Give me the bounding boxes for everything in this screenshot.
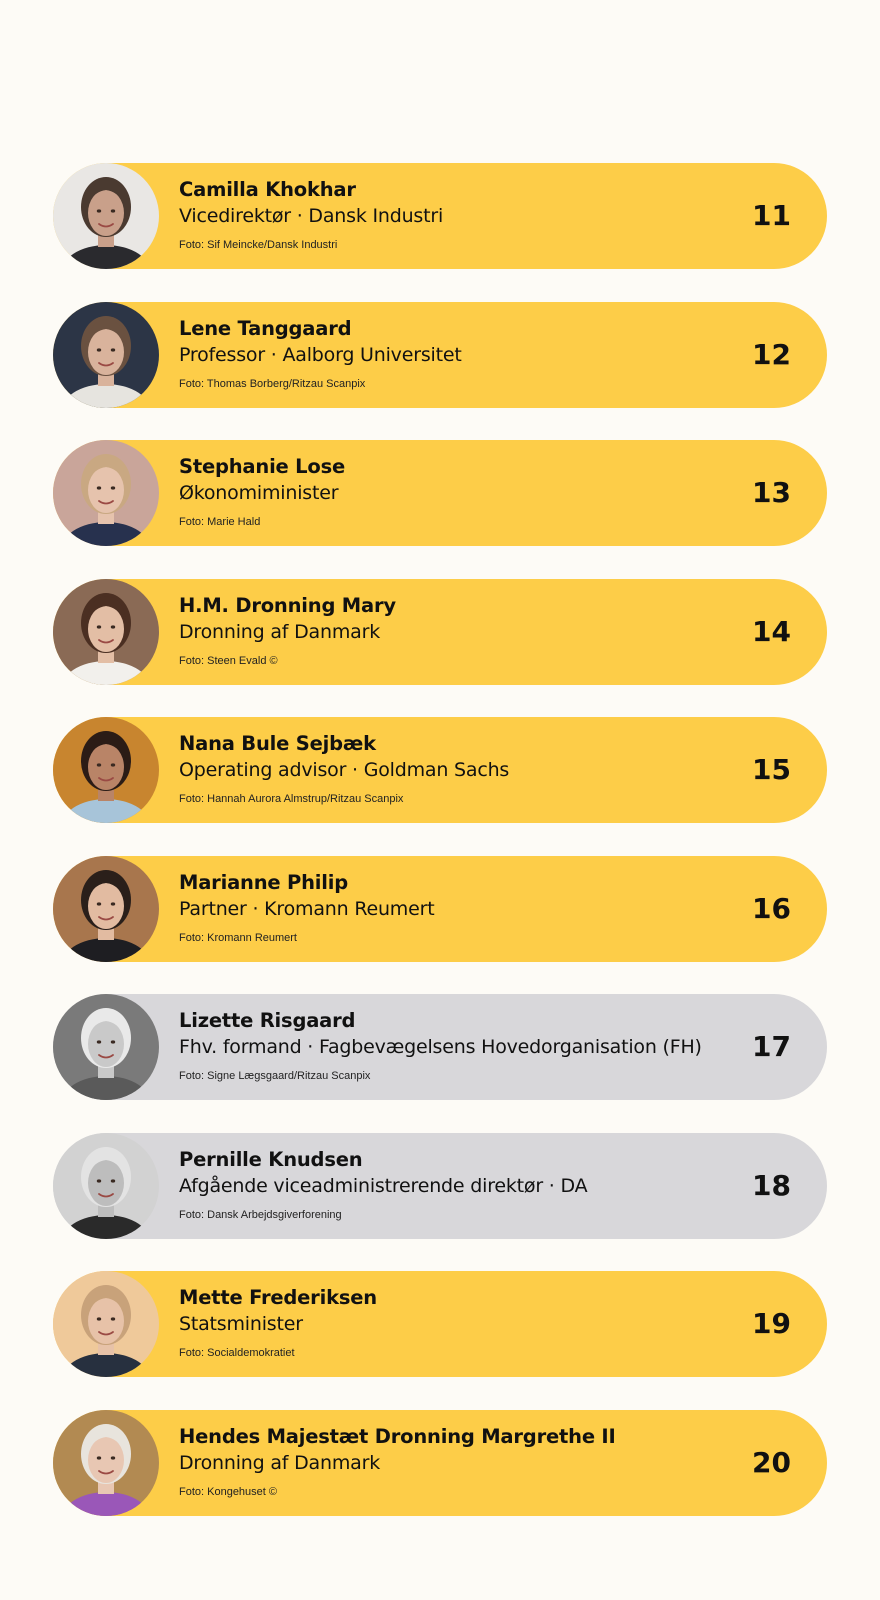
rank-number: 18 (752, 1168, 791, 1202)
ranking-card[interactable]: Stephanie Lose Økonomiminister Foto: Marie… (53, 440, 827, 546)
person-role: Statsminister (179, 1313, 303, 1335)
person-name: H.M. Dronning Mary (179, 593, 396, 617)
person-role: Afgående viceadministrerende direktør · … (179, 1174, 588, 1197)
person-name: Mette Frederiksen (179, 1286, 377, 1309)
rank-number: 19 (752, 1307, 791, 1340)
ranking-card[interactable]: Camilla Khokhar Vicedirektør · Dansk Indu… (53, 163, 827, 269)
person-name: Camilla Khokhar (179, 178, 356, 201)
ranking-card[interactable]: Mette Frederiksen Statsminister Foto: Soci… (53, 1271, 827, 1377)
person-name: Hendes Majestæt Dronning Margrethe II (179, 1424, 616, 1448)
person-role: Vicedirektør · Dansk Industri (179, 205, 444, 227)
card-info: Mette Frederiksen Statsminister Foto: Soci… (179, 1286, 717, 1361)
card-info: Lene Tanggaard Professor · Aalborg Univer… (179, 317, 717, 392)
photo-credit: Foto: Signe Lægsgaard/Ritzau Scanpix (179, 1070, 371, 1082)
card-info: Marianne Philip Partner · Kromann Reumert… (179, 871, 717, 946)
person-role: Økonomiminister (179, 482, 339, 504)
card-info: Stephanie Lose Økonomiminister Foto: Marie… (179, 455, 717, 530)
portrait-photo (53, 1271, 159, 1377)
rank-number: 13 (752, 476, 791, 509)
photo-credit: Foto: Dansk Arbejdsgiverforening (179, 1208, 342, 1221)
card-info: Pernille Knudsen Afgående viceadministrer… (179, 1148, 717, 1223)
photo-credit: Foto: Kongehuset © (179, 1485, 278, 1498)
person-name: Lizette Risgaard (179, 1009, 356, 1032)
ranking-card[interactable]: Hendes Majestæt Dronning Margrethe II Dro… (53, 1409, 827, 1516)
ranking-card[interactable]: Lizette Risgaard Fhv. formand · Fagbevæge… (53, 994, 827, 1100)
ranking-card[interactable]: H.M. Dronning Mary Dronning af Danmark Fot… (53, 578, 827, 685)
portrait-photo (53, 1409, 159, 1516)
portrait-photo (53, 994, 159, 1100)
card-info: Hendes Majestæt Dronning Margrethe II Dro… (179, 1425, 717, 1500)
rank-number: 17 (752, 1030, 791, 1063)
person-role: Dronning af Danmark (179, 620, 381, 643)
photo-credit: Foto: Hannah Aurora Almstrup/Ritzau Scan… (179, 793, 404, 805)
person-role: Operating advisor · Goldman Sachs (179, 759, 510, 781)
ranking-card[interactable]: Nana Bule Sejbæk Operating advisor · Gold… (53, 717, 827, 823)
person-role: Partner · Kromann Reumert (179, 897, 435, 920)
rank-number: 14 (752, 614, 791, 648)
ranking-card[interactable]: Pernille Knudsen Afgående viceadministrer… (53, 1132, 827, 1239)
person-role: Fhv. formand · Fagbevægelsens Hovedorgan… (179, 1036, 702, 1058)
person-name: Lene Tanggaard (179, 316, 352, 340)
ranking-card[interactable]: Lene Tanggaard Professor · Aalborg Univer… (53, 301, 827, 408)
person-name: Stephanie Lose (179, 455, 346, 478)
card-info: Lizette Risgaard Fhv. formand · Fagbevæge… (179, 1009, 717, 1084)
photo-credit: Foto: Kromann Reumert (179, 931, 297, 944)
photo-credit: Foto: Sif Meincke/Dansk Industri (179, 239, 338, 251)
rank-number: 15 (752, 753, 791, 786)
portrait-photo (53, 578, 159, 685)
person-name: Pernille Knudsen (179, 1147, 363, 1171)
person-name: Marianne Philip (179, 870, 348, 894)
person-role: Dronning af Danmark (179, 1451, 381, 1474)
rank-number: 12 (752, 337, 791, 371)
person-role: Professor · Aalborg Universitet (179, 343, 462, 366)
ranking-list: Camilla Khokhar Vicedirektør · Dansk Indu… (53, 163, 827, 1548)
rank-number: 11 (752, 199, 791, 232)
portrait-photo (53, 1132, 159, 1239)
person-name: Nana Bule Sejbæk (179, 732, 376, 755)
rank-number: 16 (752, 891, 791, 925)
card-info: Camilla Khokhar Vicedirektør · Dansk Indu… (179, 178, 717, 253)
portrait-photo (53, 301, 159, 408)
portrait-photo (53, 440, 159, 546)
portrait-photo (53, 163, 159, 269)
card-info: H.M. Dronning Mary Dronning af Danmark Fot… (179, 594, 717, 669)
photo-credit: Foto: Thomas Borberg/Ritzau Scanpix (179, 377, 366, 390)
photo-credit: Foto: Marie Hald (179, 516, 261, 528)
card-info: Nana Bule Sejbæk Operating advisor · Gold… (179, 732, 717, 807)
rank-number: 20 (752, 1445, 791, 1479)
portrait-photo (53, 855, 159, 962)
ranking-card[interactable]: Marianne Philip Partner · Kromann Reumert… (53, 855, 827, 962)
photo-credit: Foto: Steen Evald © (179, 654, 278, 667)
portrait-photo (53, 717, 159, 823)
photo-credit: Foto: Socialdemokratiet (179, 1347, 295, 1359)
